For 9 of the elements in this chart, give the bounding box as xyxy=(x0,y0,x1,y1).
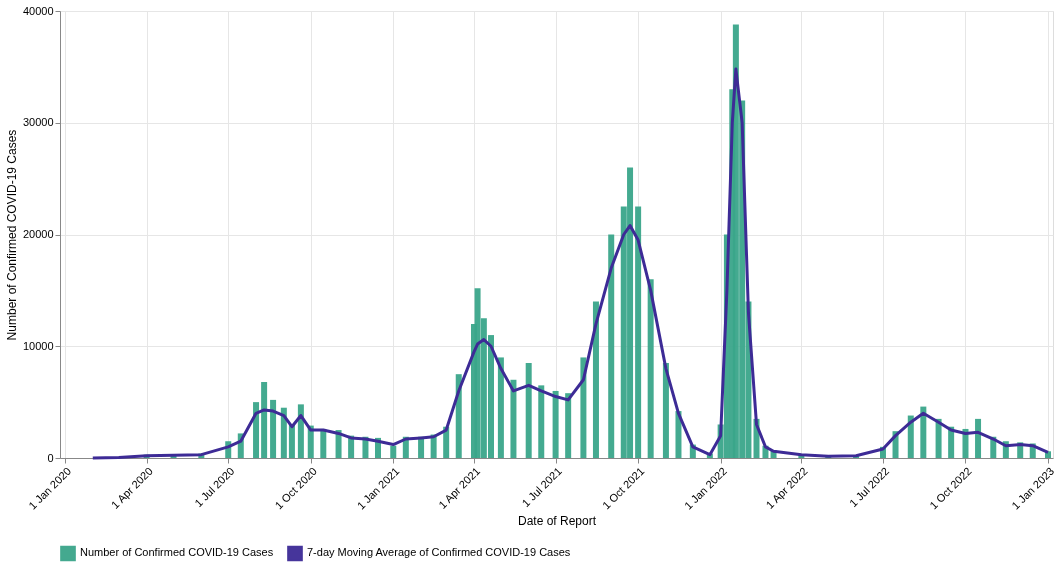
y-tick-label: 0 xyxy=(47,451,54,464)
legend-label: Number of Confirmed COVID-19 Cases xyxy=(80,546,274,559)
y-tick-label: 10000 xyxy=(22,339,54,352)
y-tick-label: 40000 xyxy=(22,4,54,17)
legend-label: 7-day Moving Average of Confirmed COVID-19 Cases xyxy=(307,546,571,559)
y-axis-title: Number of Confirmed COVID-19 Cases xyxy=(4,129,19,341)
x-axis-title: Date of Report xyxy=(517,513,597,528)
y-tick-label: 20000 xyxy=(22,228,54,240)
y-tick-label: 30000 xyxy=(22,116,54,129)
